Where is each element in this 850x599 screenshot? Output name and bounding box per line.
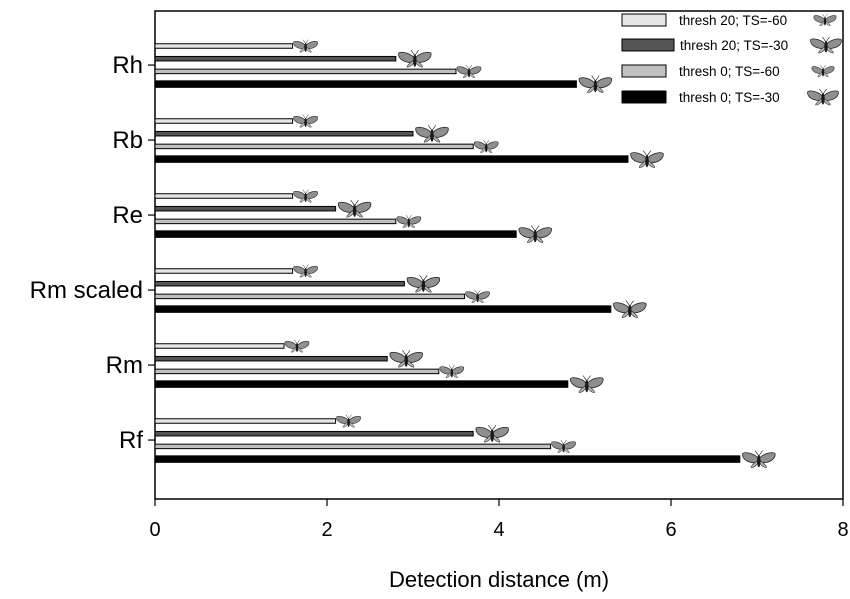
small-moth-icon <box>293 114 318 128</box>
x-axis: 0 2 4 6 8 <box>149 499 849 541</box>
small-moth-icon <box>465 289 490 304</box>
x-tick-label: 8 <box>837 519 848 541</box>
small-moth-icon <box>336 414 361 428</box>
small-moth-icon <box>439 364 465 379</box>
small-moth-icon <box>396 214 422 229</box>
legend-swatch <box>621 64 667 78</box>
bar-rm-scaled-series-4 <box>154 305 612 313</box>
category-label: Rh <box>112 52 143 79</box>
bar-re-series-1 <box>154 193 294 199</box>
small-moth-icon <box>811 64 835 78</box>
bar-rm-series-4 <box>154 380 569 388</box>
category-label: Re <box>112 202 143 229</box>
legend-label: thresh 20; TS=-30 <box>680 38 788 53</box>
y-axis: Rh Rb Re Rm scaled Rm Rf <box>30 52 155 454</box>
bar-rm-scaled-series-2 <box>154 280 405 287</box>
large-moth-icon <box>337 199 372 218</box>
large-moth-icon <box>389 349 423 368</box>
large-moth-icon <box>810 36 842 54</box>
bar-rb-series-1 <box>154 118 294 124</box>
large-moth-icon <box>415 124 449 143</box>
bar-re-series-3 <box>154 218 397 225</box>
bar-rb-series-2 <box>154 130 414 137</box>
legend-label: thresh 0; TS=-60 <box>679 64 780 79</box>
bar-rh-series-4 <box>154 80 577 88</box>
legend: thresh 20; TS=-60 thresh 20; TS=-30 thresh… <box>621 13 842 106</box>
small-moth-icon <box>473 139 499 154</box>
large-moth-icon <box>630 150 664 169</box>
bar-rm-series-2 <box>154 355 388 362</box>
legend-swatch <box>621 90 667 104</box>
bar-rm-series-3 <box>154 368 440 375</box>
bars-layer <box>154 43 741 463</box>
x-axis-title: Detection distance (m) <box>389 567 609 592</box>
legend-swatch <box>621 13 667 27</box>
large-moth-icon <box>613 300 647 319</box>
small-moth-icon <box>293 189 318 203</box>
bar-rb-series-4 <box>154 155 629 163</box>
category-label: Rf <box>119 427 143 454</box>
bar-rf-series-2 <box>154 430 474 437</box>
small-moth-icon <box>813 13 837 27</box>
small-moth-icon <box>293 264 318 278</box>
large-moth-icon <box>398 49 432 68</box>
bar-re-series-4 <box>154 230 517 238</box>
large-moth-icon <box>475 424 509 443</box>
small-moth-icon <box>293 39 318 53</box>
bar-rh-series-3 <box>154 68 457 75</box>
x-tick-label: 0 <box>149 519 160 541</box>
legend-label: thresh 0; TS=-30 <box>679 90 780 105</box>
bar-re-series-2 <box>154 205 337 212</box>
category-label: Rb <box>112 127 143 154</box>
large-moth-icon <box>578 75 613 94</box>
bar-rm-scaled-series-3 <box>154 293 466 300</box>
large-moth-icon <box>406 274 441 293</box>
bar-rh-series-1 <box>154 43 294 49</box>
category-label: Rm <box>106 352 143 379</box>
small-moth-icon <box>284 339 310 353</box>
bar-rh-series-2 <box>154 55 397 62</box>
bar-rf-series-3 <box>154 443 552 450</box>
bar-rf-series-1 <box>154 418 337 424</box>
large-moth-icon <box>570 375 604 394</box>
bar-rf-series-4 <box>154 455 741 463</box>
legend-swatch <box>621 38 675 52</box>
x-tick-label: 6 <box>665 519 676 541</box>
large-moth-icon <box>518 225 552 244</box>
category-label: Rm scaled <box>30 277 143 304</box>
large-moth-icon <box>807 88 839 106</box>
large-moth-icon <box>742 450 776 469</box>
legend-label: thresh 20; TS=-60 <box>679 13 787 28</box>
bar-rm-scaled-series-1 <box>154 268 294 274</box>
x-tick-label: 2 <box>321 519 332 541</box>
small-moth-icon <box>551 439 576 454</box>
bar-rb-series-3 <box>154 143 474 150</box>
x-tick-label: 4 <box>493 519 504 541</box>
small-moth-icon <box>456 64 482 79</box>
bar-rm-series-1 <box>154 343 285 349</box>
